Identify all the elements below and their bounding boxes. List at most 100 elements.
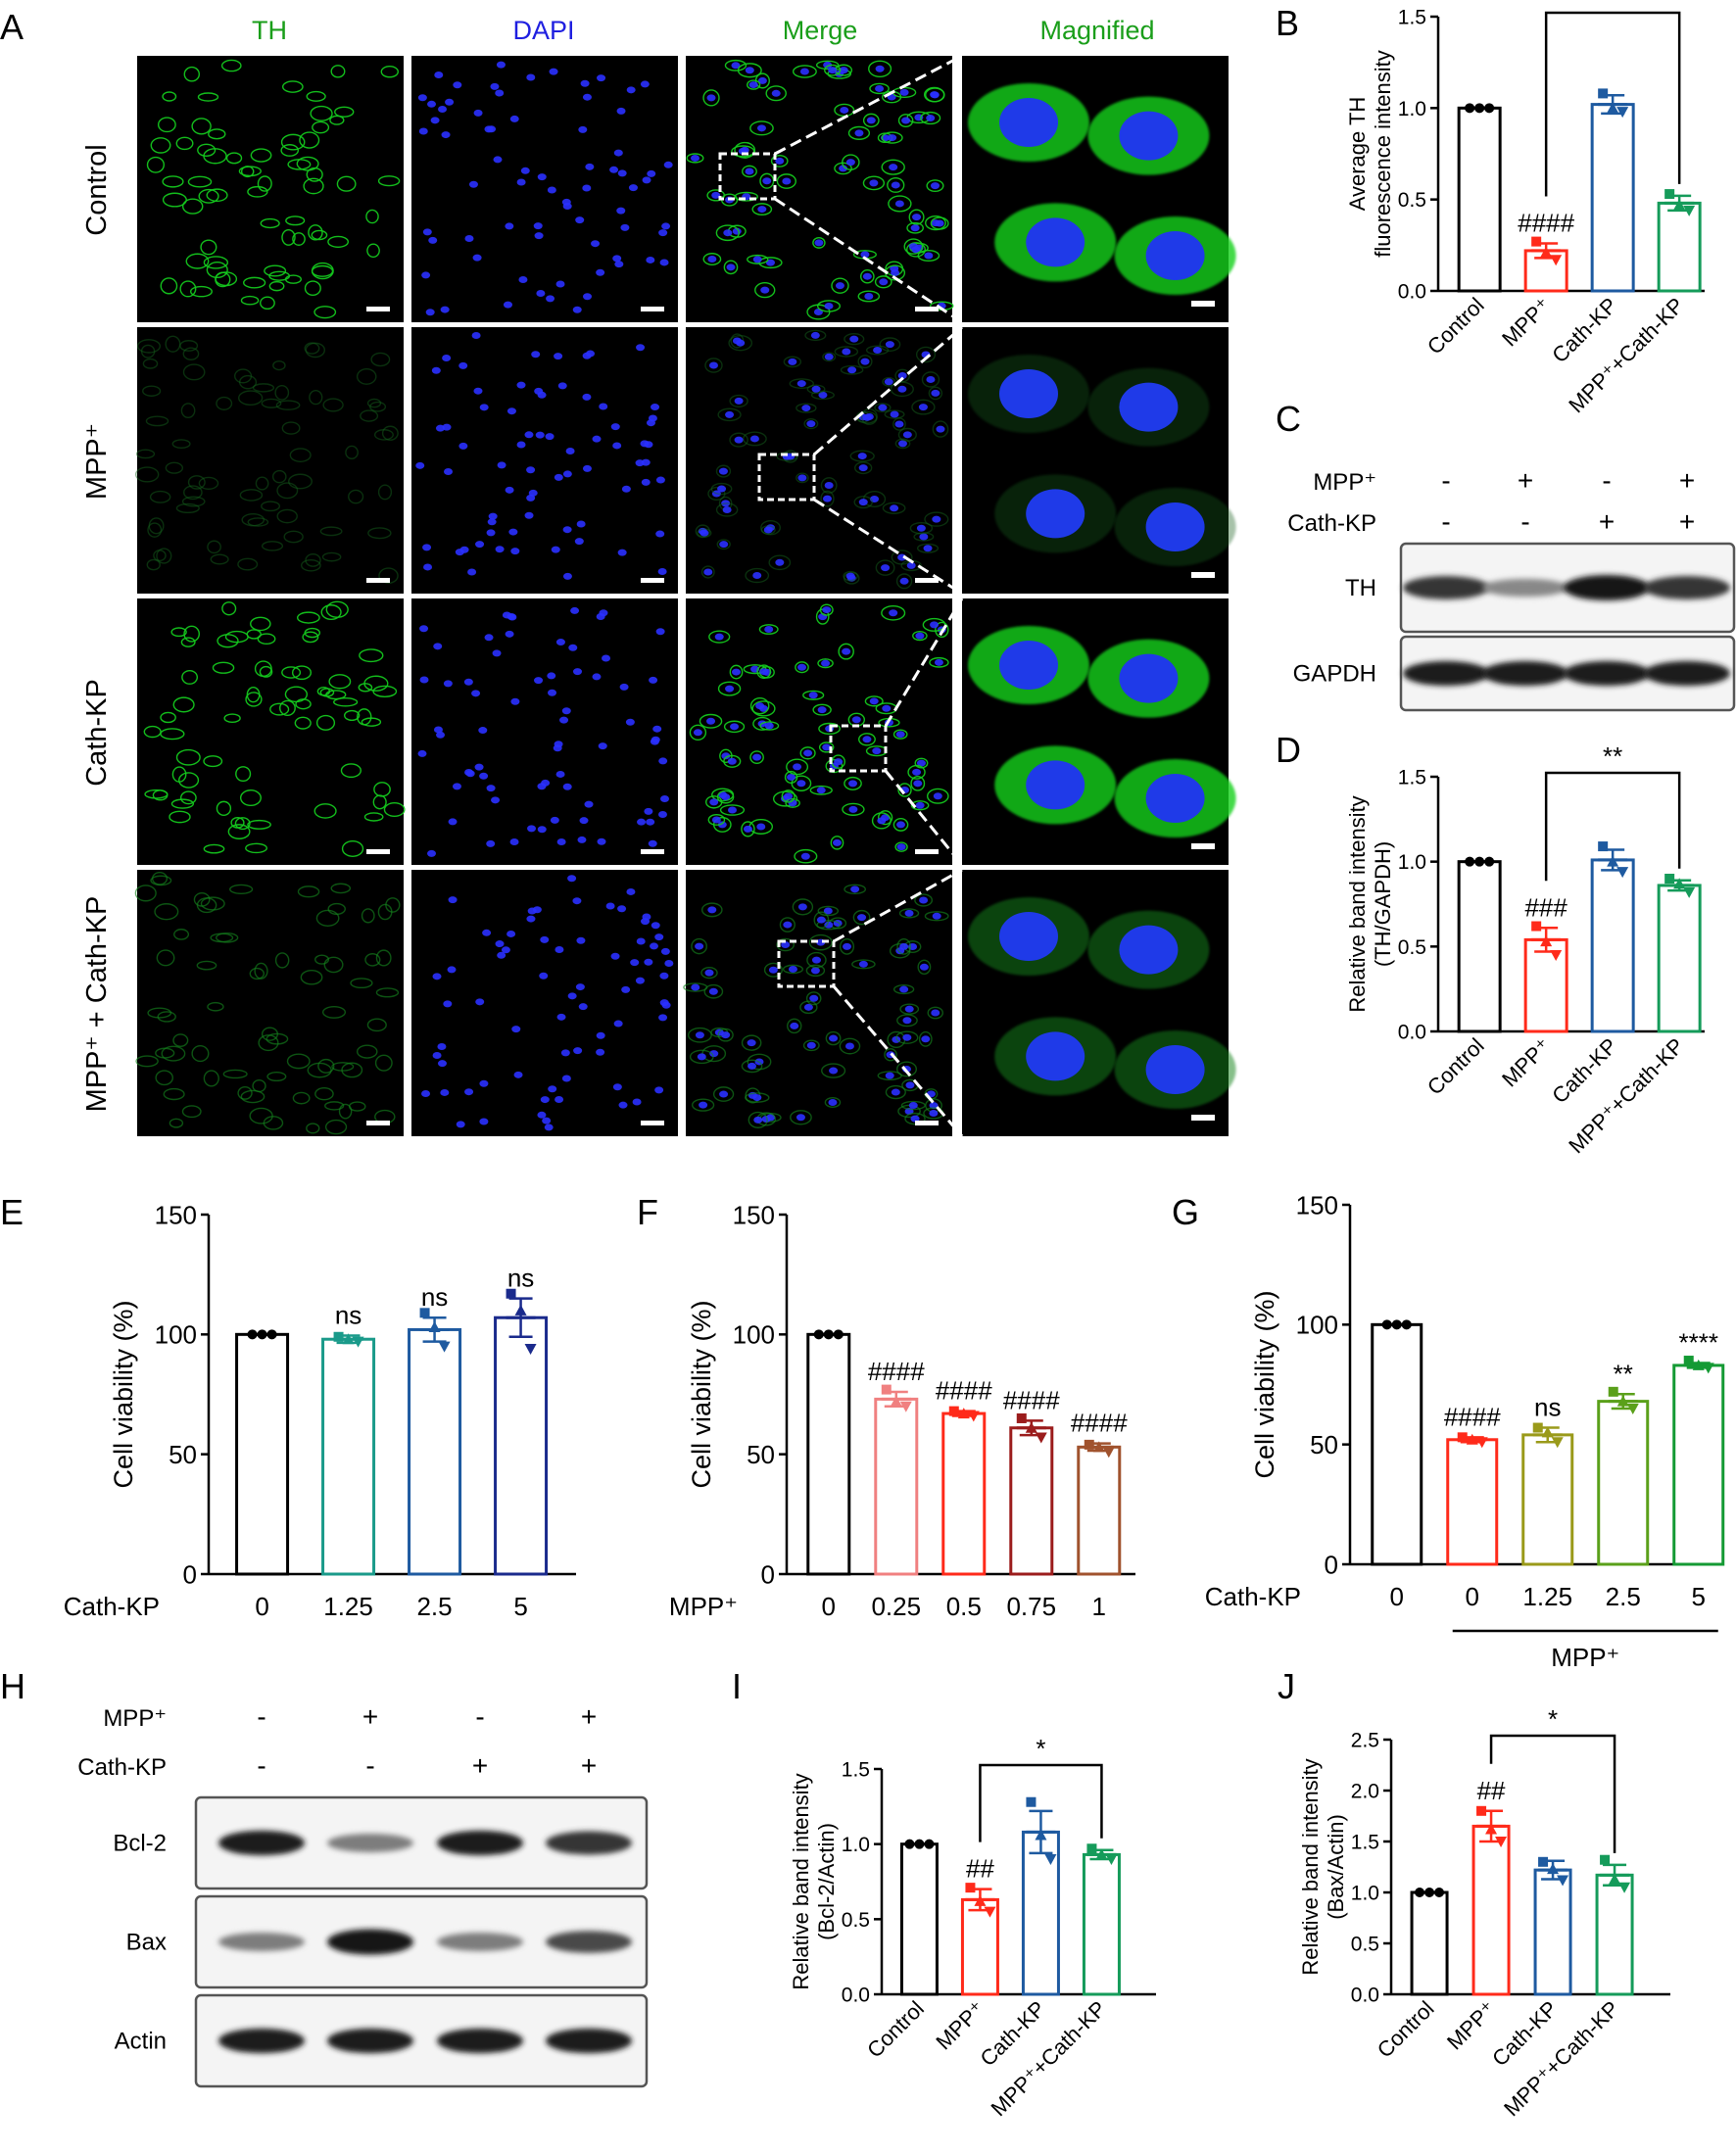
bar	[1410, 1890, 1449, 1996]
cell-outline	[704, 358, 723, 373]
bar	[235, 1332, 290, 1576]
cell-outline	[162, 175, 184, 188]
nucleus	[579, 817, 589, 825]
cell-outline	[825, 1030, 842, 1046]
data-point	[333, 1331, 344, 1342]
nucleus	[486, 529, 496, 537]
cell-outline	[915, 346, 937, 363]
nucleus	[536, 290, 546, 298]
nucleus	[554, 741, 563, 748]
cell-outline	[926, 788, 949, 804]
nucleus	[783, 921, 793, 929]
nucleus	[695, 942, 704, 950]
nucleus	[546, 295, 555, 303]
data-point	[1475, 1437, 1488, 1449]
scale-bar	[366, 578, 390, 583]
cell-outline	[702, 253, 722, 265]
cell-outline	[884, 1048, 897, 1062]
cell-outline	[363, 812, 384, 822]
nucleus	[526, 494, 536, 502]
cell-outline	[180, 637, 196, 647]
cell-outline	[172, 1033, 189, 1047]
nucleus	[658, 757, 668, 765]
cell-outline	[240, 1089, 265, 1104]
panel-letter-b: B	[1276, 3, 1299, 43]
y-tick-label: 0.5	[842, 1909, 870, 1932]
nucleus	[760, 286, 770, 294]
nucleus	[554, 353, 563, 360]
nucleus	[628, 184, 638, 192]
nucleus	[870, 496, 880, 503]
nucleus	[501, 946, 510, 954]
y-tick-label: 0	[761, 1559, 775, 1589]
y-tick-label: 1.5	[1398, 7, 1426, 29]
nucleus	[479, 404, 489, 411]
cell-outline	[360, 409, 379, 422]
cell-outline	[860, 407, 878, 425]
data-point	[965, 1883, 976, 1893]
cell-outline	[900, 1100, 926, 1111]
nucleus	[862, 413, 872, 421]
cell-outline	[203, 256, 229, 269]
y-tick-label: 150	[155, 1200, 197, 1229]
nucleus	[492, 649, 502, 657]
cell-outline	[806, 951, 827, 969]
cell-outline	[717, 681, 742, 696]
nucleus	[919, 896, 929, 904]
cell-outline	[903, 238, 924, 255]
nucleus	[475, 998, 485, 1006]
panel-letter-c: C	[1276, 399, 1301, 439]
cell-outline	[734, 141, 756, 159]
y-tick-label: 1.0	[1398, 98, 1426, 120]
cell-outline	[882, 502, 906, 514]
nucleus	[534, 232, 544, 240]
cell-outline	[284, 274, 302, 284]
nucleus	[803, 1003, 813, 1011]
scale-bar	[366, 307, 390, 311]
cell-outline	[695, 524, 710, 539]
chart-i: 0.0 0.5 1.0 1.5 Relative band intensity (Bcl-…	[789, 1734, 1156, 2121]
nucleus	[535, 431, 545, 439]
nucleus	[719, 1090, 729, 1098]
cell-outline	[717, 1028, 734, 1042]
cell-outline	[796, 403, 817, 413]
nucleus	[428, 236, 438, 244]
nucleus	[878, 404, 888, 411]
cell-outline	[282, 80, 304, 93]
cell-outline	[142, 358, 159, 369]
data-point	[266, 1329, 277, 1340]
data-point	[1035, 1432, 1047, 1444]
nucleus	[1119, 925, 1179, 975]
nucleus	[775, 157, 785, 165]
data-point	[1025, 1421, 1037, 1433]
nucleus	[599, 609, 608, 617]
nucleus	[709, 798, 719, 806]
cell-outline	[294, 716, 312, 730]
cell-outline	[799, 1000, 818, 1015]
cell-outline	[741, 821, 755, 837]
cell-outline	[892, 983, 915, 995]
cell-outline	[895, 1030, 919, 1044]
cell-outline	[910, 775, 926, 791]
bar	[1082, 1852, 1121, 1996]
y-tick-label: 0.5	[1351, 1934, 1379, 1956]
nucleus	[797, 474, 807, 482]
cell-outline	[304, 627, 321, 639]
nucleus	[570, 606, 580, 614]
x-tick-label: Control	[1423, 1033, 1489, 1100]
nucleus	[743, 825, 752, 833]
nucleus	[889, 164, 898, 171]
cell-outline	[250, 148, 272, 163]
nucleus	[929, 1110, 939, 1118]
data-point	[1415, 1888, 1425, 1897]
data-point	[1608, 1386, 1618, 1397]
nucleus	[771, 89, 781, 97]
nucleus	[661, 1001, 671, 1009]
treatment-sign: -	[1441, 506, 1450, 537]
y-tick-label: 2.5	[1351, 1730, 1379, 1752]
cell-outline	[237, 557, 259, 571]
panel-letter-d: D	[1276, 730, 1301, 770]
data-point	[1381, 1319, 1392, 1330]
protein-band	[1564, 660, 1650, 687]
nucleus	[810, 967, 820, 975]
